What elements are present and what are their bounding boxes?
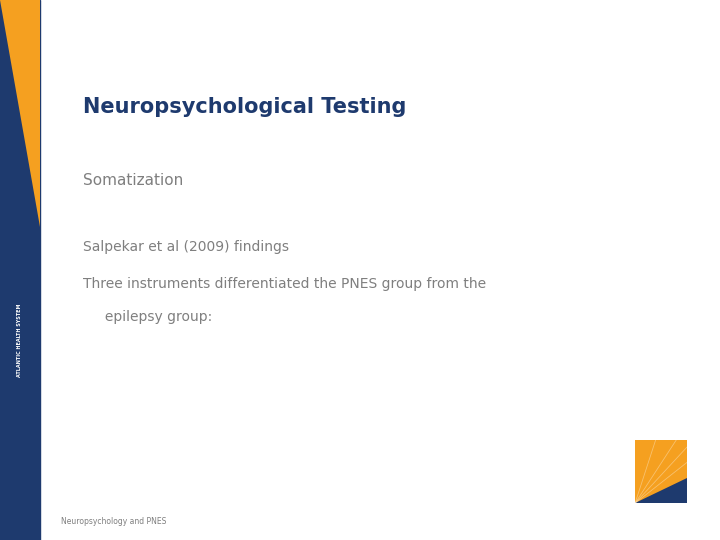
Polygon shape: [635, 478, 687, 503]
Text: Three instruments differentiated the PNES group from the: Three instruments differentiated the PNE…: [83, 277, 486, 291]
Bar: [635, 440, 687, 503]
Bar: [0, 0, 40, 540]
Text: ATLANTIC HEALTH SYSTEM: ATLANTIC HEALTH SYSTEM: [17, 303, 22, 377]
Text: Salpekar et al (2009) findings: Salpekar et al (2009) findings: [83, 240, 289, 254]
Polygon shape: [0, 0, 40, 227]
Text: Somatization: Somatization: [83, 173, 183, 188]
Text: Neuropsychology and PNES: Neuropsychology and PNES: [61, 517, 166, 526]
Text: Neuropsychological Testing: Neuropsychological Testing: [83, 97, 406, 117]
Text: epilepsy group:: epilepsy group:: [83, 310, 212, 325]
